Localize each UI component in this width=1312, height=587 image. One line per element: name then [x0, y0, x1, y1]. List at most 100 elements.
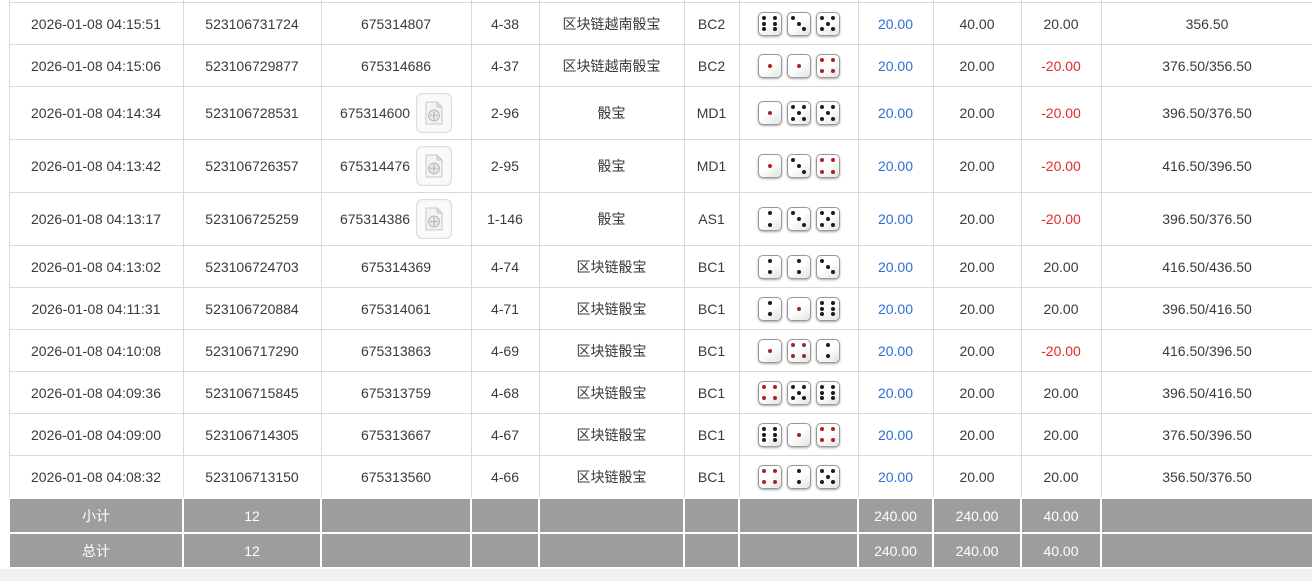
round-id-cell: 675314600 [320, 86, 472, 140]
footer-empty-cell [1100, 497, 1312, 534]
round-number-cell: 2-96 [470, 86, 540, 140]
round-number-cell: 4-71 [470, 287, 540, 330]
subtotal-bet: 240.00 [857, 497, 934, 534]
dice-result-cell [738, 329, 859, 372]
table-code-cell: BC1 [683, 455, 740, 499]
bet-amount-link[interactable]: 20.00 [857, 287, 934, 330]
footer-empty-cell [320, 532, 472, 569]
balance-cell: 396.50/376.50 [1100, 86, 1312, 140]
bet-time-cell: 2026-01-08 04:08:32 [8, 455, 184, 499]
balance-cell: 396.50/376.50 [1100, 192, 1312, 246]
footer-empty-cell [538, 497, 685, 534]
order-id-cell: 523106726357 [182, 139, 322, 193]
bet-amount-link[interactable]: 20.00 [857, 2, 934, 45]
video-replay-icon[interactable] [416, 93, 453, 133]
game-name-cell: 区块链骰宝 [538, 371, 685, 414]
round-number-cell: 4-69 [470, 329, 540, 372]
round-id-text: 675313667 [360, 426, 432, 443]
bet-time-cell: 2026-01-08 04:13:17 [8, 192, 184, 246]
round-number-cell: 4-74 [470, 245, 540, 288]
order-id-cell: 523106724703 [182, 245, 322, 288]
dice-result-cell [738, 287, 859, 330]
total-win-loss: 40.00 [1020, 532, 1102, 569]
order-id-cell: 523106728531 [182, 86, 322, 140]
bet-time-cell: 2026-01-08 04:15:06 [8, 44, 184, 87]
table-footer: 小计 12 240.00 240.00 40.00 总计 12 [8, 497, 1312, 569]
die-face-4-icon [815, 154, 840, 178]
table-code-cell: AS1 [683, 192, 740, 246]
valid-amount-cell: 20.00 [932, 192, 1022, 246]
round-number-cell: 4-67 [470, 413, 540, 456]
footer-empty-cell [470, 532, 540, 569]
bet-amount-link[interactable]: 20.00 [857, 245, 934, 288]
table-code-cell: BC1 [683, 245, 740, 288]
die-face-5-icon [786, 101, 811, 125]
bet-history-table: 2026-01-08 04:15:51 523106731724 6753148… [8, 0, 1312, 569]
footer-empty-cell [738, 532, 859, 569]
round-id-text: 675314476 [339, 158, 411, 174]
footer-empty-cell [683, 497, 740, 534]
game-name-cell: 区块链骰宝 [538, 245, 685, 288]
footer-empty-cell [538, 532, 685, 569]
total-row: 总计 12 240.00 240.00 40.00 [8, 532, 1312, 569]
die-face-6-icon [757, 11, 782, 36]
round-number-cell: 2-95 [470, 139, 540, 193]
dice-result-cell [738, 44, 859, 87]
table-code-cell: BC2 [683, 44, 740, 87]
table-row: 2026-01-08 04:13:02 523106724703 6753143… [8, 245, 1312, 288]
bet-amount-link[interactable]: 20.00 [857, 455, 934, 499]
subtotal-count: 12 [182, 497, 322, 534]
bet-amount-link[interactable]: 20.00 [857, 329, 934, 372]
die-face-6-icon [815, 296, 840, 321]
round-id-cell: 675313759 [320, 371, 472, 414]
round-id-text: 675314807 [360, 15, 432, 32]
die-face-1-icon [757, 338, 782, 363]
balance-cell: 416.50/396.50 [1100, 139, 1312, 193]
bet-amount-link[interactable]: 20.00 [857, 44, 934, 87]
round-id-cell: 675314686 [320, 44, 472, 87]
die-face-6-icon [757, 422, 782, 447]
balance-cell: 376.50/356.50 [1100, 44, 1312, 87]
bet-time-cell: 2026-01-08 04:13:42 [8, 139, 184, 193]
video-replay-icon[interactable] [416, 199, 453, 239]
bet-amount-link[interactable]: 20.00 [857, 413, 934, 456]
dice-result-cell [738, 455, 859, 499]
bet-amount-link[interactable]: 20.00 [857, 371, 934, 414]
subtotal-valid: 240.00 [932, 497, 1022, 534]
die-face-5-icon [815, 464, 840, 489]
balance-cell: 356.50/376.50 [1100, 455, 1312, 499]
win-loss-cell: -20.00 [1020, 44, 1102, 87]
die-face-1-icon [757, 101, 782, 125]
dice-result-group [740, 207, 857, 231]
balance-cell: 376.50/396.50 [1100, 413, 1312, 456]
die-face-2-icon [815, 338, 840, 363]
order-id-cell: 523106717290 [182, 329, 322, 372]
round-id-cell: 675314369 [320, 245, 472, 288]
die-face-3-icon [786, 11, 811, 36]
game-name-cell: 区块链骰宝 [538, 287, 685, 330]
game-name-cell: 区块链越南骰宝 [538, 44, 685, 87]
round-id-cell: 675313667 [320, 413, 472, 456]
die-face-1-icon [786, 296, 811, 321]
footer-empty-cell [683, 532, 740, 569]
bet-amount-link[interactable]: 20.00 [857, 86, 934, 140]
round-number-cell: 1-146 [470, 192, 540, 246]
bet-amount-link[interactable]: 20.00 [857, 139, 934, 193]
round-id-text: 675314061 [360, 300, 432, 317]
footer-empty-cell [738, 497, 859, 534]
die-face-4-icon [757, 380, 782, 405]
bet-amount-link[interactable]: 20.00 [857, 192, 934, 246]
win-loss-cell: 20.00 [1020, 287, 1102, 330]
die-face-1-icon [757, 53, 782, 78]
die-face-5-icon [815, 11, 840, 36]
die-face-4-icon [815, 53, 840, 78]
bet-records-panel: 2026-01-08 04:15:51 523106731724 6753148… [8, 0, 1312, 569]
round-id-cell: 675314061 [320, 287, 472, 330]
round-number-cell: 4-37 [470, 44, 540, 87]
dice-result-group [740, 296, 857, 321]
subtotal-label: 小计 [8, 497, 184, 534]
dice-result-cell [738, 245, 859, 288]
video-replay-icon[interactable] [416, 146, 453, 186]
table-row: 2026-01-08 04:08:32 523106713150 6753135… [8, 455, 1312, 499]
win-loss-cell: -20.00 [1020, 86, 1102, 140]
